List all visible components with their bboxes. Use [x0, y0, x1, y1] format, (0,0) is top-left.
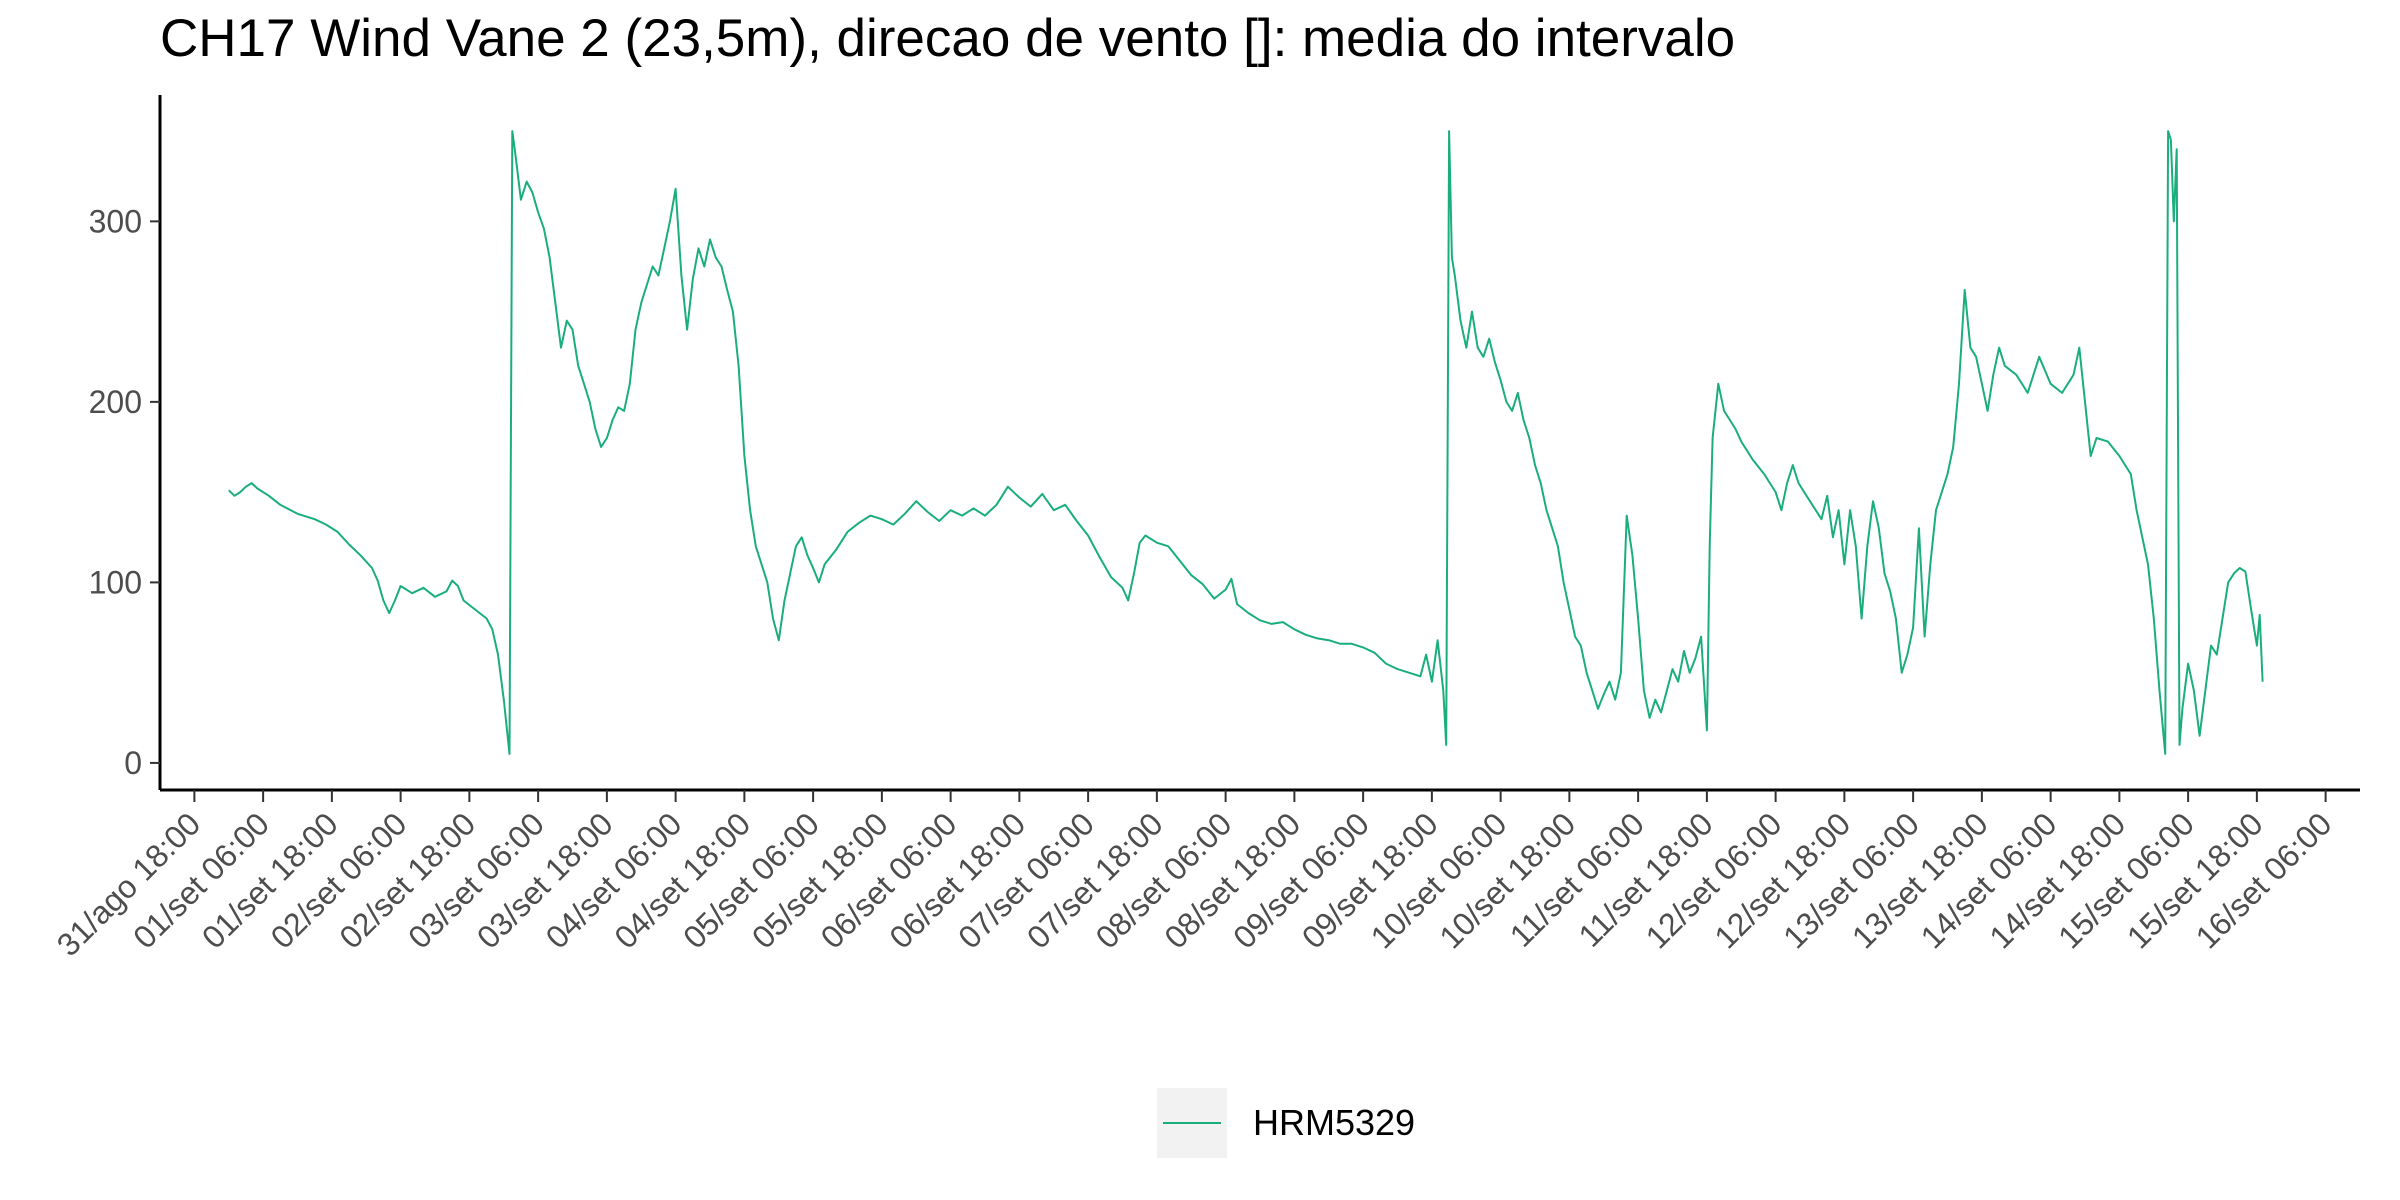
- legend: HRM5329: [1157, 1088, 1415, 1158]
- y-tick-label: 100: [89, 564, 142, 600]
- series-line-HRM5329: [228, 130, 2264, 755]
- series-layer: [228, 130, 2264, 755]
- legend-key: [1157, 1088, 1227, 1158]
- y-axis: 0 100 200 300: [89, 95, 162, 790]
- chart-title: CH17 Wind Vane 2 (23,5m), direcao de ven…: [160, 9, 1736, 68]
- legend-key-line: [1163, 1122, 1221, 1124]
- legend-label: HRM5329: [1253, 1102, 1416, 1143]
- y-tick-label: 0: [124, 745, 142, 781]
- y-tick-label: 300: [89, 203, 142, 239]
- y-tick-label: 200: [89, 384, 142, 420]
